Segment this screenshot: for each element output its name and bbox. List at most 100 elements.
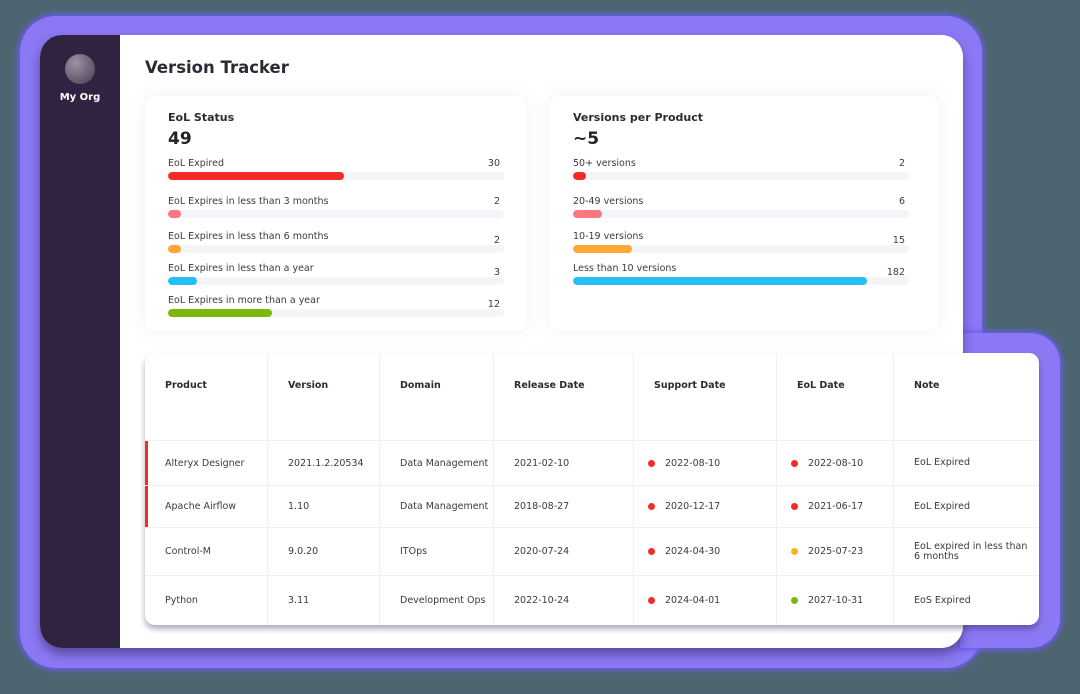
cell-note: EoL Expired	[894, 441, 1039, 486]
column-header-product[interactable]: Product	[145, 353, 268, 441]
version-value: 2021.1.2.20534	[288, 457, 364, 469]
cell-product[interactable]: Python	[145, 576, 268, 625]
progress-track	[168, 210, 504, 218]
stat-value: 182	[886, 267, 905, 278]
eol-date: 2021-06-17	[808, 501, 864, 512]
progress-track	[168, 309, 504, 317]
versions-table: Product Version Domain Release Date Supp…	[145, 353, 1039, 625]
status-dot-icon	[791, 459, 798, 467]
product-name: Apache Airflow	[165, 501, 237, 512]
stat-20-49: 20-49 versions 6	[573, 196, 909, 222]
org-name[interactable]: My Org	[59, 92, 101, 103]
stat-eol-more-year: EoL Expires in more than a year 12	[168, 295, 504, 321]
cell-note: EoL Expired	[894, 486, 1039, 528]
org-avatar[interactable]	[65, 54, 95, 84]
cell-support-date: 2022-08-10	[634, 441, 777, 486]
column-header-eol-date[interactable]: EoL Date	[777, 353, 894, 441]
stat-eol-year: EoL Expires in less than a year 3	[168, 263, 504, 289]
card-total: 49	[168, 129, 192, 149]
progress-fill	[168, 245, 182, 253]
cell-domain: ITOps	[380, 528, 494, 576]
eol-date: 2022-08-10	[808, 457, 864, 469]
cell-product[interactable]: Alteryx Designer	[145, 441, 268, 486]
stat-label: EoL Expires in more than a year	[168, 295, 320, 306]
progress-fill	[573, 172, 587, 180]
stat-less-10: Less than 10 versions 182	[573, 263, 909, 289]
stat-label: EoL Expired	[168, 158, 224, 169]
progress-fill	[168, 172, 345, 180]
progress-fill	[573, 210, 602, 218]
stat-label: EoL Expires in less than 3 months	[168, 196, 329, 207]
stat-eol-expired: EoL Expired 30	[168, 158, 504, 184]
support-date: 2020-12-17	[665, 501, 721, 512]
expired-flag	[145, 486, 148, 527]
cell-release-date: 2018-08-27	[494, 486, 634, 528]
status-dot-icon	[648, 548, 655, 555]
cell-eol-date: 2022-08-10	[777, 441, 894, 486]
cell-version: 2021.1.2.20534	[268, 441, 380, 486]
stat-label: 10-19 versions	[573, 231, 644, 242]
status-dot-icon	[791, 548, 798, 555]
release-date: 2022-10-24	[514, 595, 570, 606]
stat-label: EoL Expires in less than 6 months	[168, 231, 329, 242]
header-label: Product	[165, 380, 207, 391]
cell-domain: Development Ops	[380, 576, 494, 625]
product-name: Alteryx Designer	[165, 457, 245, 469]
cell-support-date: 2024-04-30	[634, 528, 777, 576]
header-label: Version	[288, 380, 329, 391]
version-value: 9.0.20	[288, 546, 319, 557]
stat-eol-6-months: EoL Expires in less than 6 months 2	[168, 231, 504, 257]
header-label: Domain	[400, 380, 441, 391]
status-dot-icon	[648, 597, 655, 604]
progress-track	[168, 245, 504, 253]
stat-value: 3	[493, 267, 500, 278]
eol-date: 2025-07-23	[808, 546, 864, 557]
column-header-version[interactable]: Version	[268, 353, 380, 441]
release-date: 2021-02-10	[514, 457, 570, 469]
column-header-release-date[interactable]: Release Date	[494, 353, 634, 441]
domain-value: Data Management	[400, 501, 489, 512]
version-value: 1.10	[288, 501, 310, 512]
status-dot-icon	[791, 503, 798, 510]
release-date: 2020-07-24	[514, 546, 570, 557]
column-header-support-date[interactable]: Support Date	[634, 353, 777, 441]
header-label: EoL Date	[797, 380, 845, 391]
stat-10-19: 10-19 versions 15	[573, 231, 909, 257]
cell-support-date: 2024-04-01	[634, 576, 777, 625]
header-label: Note	[914, 380, 940, 391]
note-text: EoL Expired	[914, 457, 970, 468]
progress-track	[573, 210, 909, 218]
release-date: 2018-08-27	[514, 501, 570, 512]
support-date: 2024-04-01	[665, 595, 721, 606]
cell-release-date: 2020-07-24	[494, 528, 634, 576]
cell-release-date: 2021-02-10	[494, 441, 634, 486]
cell-version: 1.10	[268, 486, 380, 528]
column-header-domain[interactable]: Domain	[380, 353, 494, 441]
progress-fill	[573, 245, 632, 253]
stat-50-plus: 50+ versions 2	[573, 158, 909, 184]
cell-product[interactable]: Control-M	[145, 528, 268, 576]
cell-product[interactable]: Apache Airflow	[145, 486, 268, 528]
note-text: EoS Expired	[914, 594, 971, 606]
stat-value: 2	[493, 235, 500, 246]
stat-value: 15	[892, 235, 905, 246]
column-header-note[interactable]: Note	[894, 353, 1039, 441]
cell-eol-date: 2025-07-23	[777, 528, 894, 576]
cell-release-date: 2022-10-24	[494, 576, 634, 625]
status-dot-icon	[648, 459, 655, 467]
cell-eol-date: 2021-06-17	[777, 486, 894, 528]
stat-value: 2	[493, 196, 500, 207]
progress-fill	[168, 309, 273, 317]
support-date: 2024-04-30	[665, 546, 721, 557]
progress-track	[573, 245, 909, 253]
domain-value: Data Management	[400, 457, 489, 469]
progress-track	[168, 172, 504, 180]
stat-value: 30	[487, 158, 500, 169]
expired-flag	[145, 441, 148, 485]
stat-value: 6	[898, 196, 905, 207]
cell-support-date: 2020-12-17	[634, 486, 777, 528]
cell-version: 3.11	[268, 576, 380, 625]
stat-label: 50+ versions	[573, 158, 636, 169]
progress-track	[573, 172, 909, 180]
stat-label: EoL Expires in less than a year	[168, 263, 314, 274]
